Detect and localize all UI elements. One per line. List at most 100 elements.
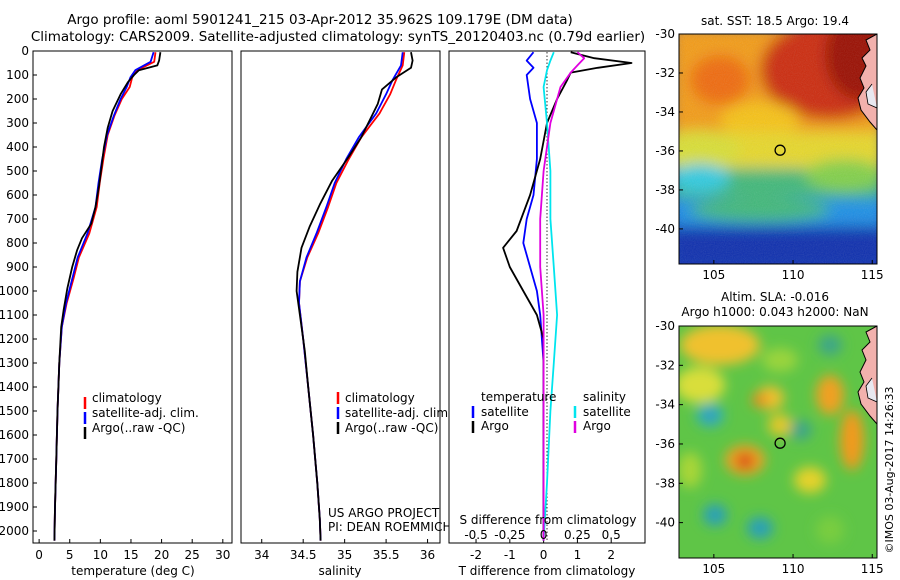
depth-tick-label: 1000 [0,284,29,298]
temperature-legend: climatology satellite-adj. clim. Argo(..… [83,391,199,439]
lat-tick-label: -40 [655,222,675,236]
argo-location-marker-sst [774,144,786,156]
series-line-s-argo [539,51,586,541]
temperature-profile-chart: 0100200300400500600700800900100011001200… [0,44,233,578]
sst-map-title: sat. SST: 18.5 Argo: 19.4 [701,14,849,28]
s-diff-tick-label: -0.25 [494,528,525,542]
x-tick-label: 34 [254,548,269,562]
sst-map: sat. SST: 18.5 Argo: 19.4 [655,14,884,282]
diff-legend-t-satellite: satellite [481,405,529,419]
s-diff-tick-label: 0 [540,528,548,542]
diff-legend-s-argo: Argo [583,419,611,433]
temperature-plot-frame [32,50,233,544]
series-line-argo-raw-qc [53,52,162,541]
salinity-legend: climatology satellite-adj. clim. Argo(..… [336,391,452,435]
depth-tick-label: 100 [6,68,29,82]
lat-tick-label: -38 [655,183,675,197]
lat-tick-label: -40 [655,516,675,530]
salinity-plot-frame [240,50,441,544]
x-tick-label: 5 [66,548,74,562]
depth-tick-label: 300 [6,116,29,130]
sla-map-title1: Altim. SLA: -0.016 [721,290,829,304]
lat-tick-label: -32 [655,66,675,80]
x-tick-label: 35.5 [373,548,400,562]
diff-legend-s-satellite: satellite [583,405,631,419]
temp-legend-satellite: satellite-adj. clim. [92,406,199,420]
x-tick-label: -2 [470,548,482,562]
figure-title-line2: Climatology: CARS2009. Satellite-adjuste… [31,29,645,45]
lat-tick-label: -38 [655,476,675,490]
lat-tick-label: -34 [655,398,675,412]
argo-location-marker-sla [774,437,786,449]
depth-tick-label: 800 [6,236,29,250]
x-tick-label: 30 [215,548,230,562]
lat-tick-label: -30 [655,319,675,333]
depth-tick-label: 500 [6,164,29,178]
t-difference-label: T difference from climatology [458,564,636,578]
lon-tick-label: 115 [861,268,884,282]
x-tick-label: 2 [607,548,615,562]
x-tick-label: 1 [574,548,582,562]
x-tick-label: 25 [185,548,200,562]
x-tick-label: 10 [93,548,108,562]
x-tick-label: 0 [540,548,548,562]
sla-map-frame [678,325,878,559]
temp-legend-climatology: climatology [92,391,162,405]
depth-tick-label: 1300 [0,356,29,370]
depth-tick-label: 1100 [0,308,29,322]
sst-map-frame [678,33,878,265]
lat-tick-label: -32 [655,358,675,372]
s-diff-tick-label: 0.5 [602,528,621,542]
lon-tick-label: 105 [702,268,725,282]
x-tick-label: 35 [337,548,352,562]
figure-title-line1: Argo profile: aoml 5901241_215 03-Apr-20… [67,12,573,28]
depth-tick-label: 200 [6,92,29,106]
lon-tick-label: 110 [782,562,805,576]
diff-legend-salinity-title: salinity [583,390,626,404]
lat-tick-label: -36 [655,437,675,451]
depth-tick-label: 1200 [0,332,29,346]
depth-tick-label: 0 [21,44,29,58]
difference-profile-chart: -2 -1 0 1 2 -0.5 -0.25 0 0.25 0.5 S difference f… [448,50,646,578]
lat-tick-label: -30 [655,27,675,41]
project-credit: US ARGO PROJECT [328,506,440,520]
diff-legend-temperature-title: temperature [481,390,556,404]
depth-tick-label: 1700 [0,452,29,466]
depth-tick-label: 2000 [0,524,29,538]
salinity-x-label: salinity [318,564,361,578]
pi-credit: PI: DEAN ROEMMICH [328,520,451,534]
difference-legend: temperature salinity satellite Argo sate… [471,390,631,433]
imos-credit: ©IMOS 03-Aug-2017 14:26:33 [883,387,896,554]
sal-legend-satellite: satellite-adj. clim. [345,406,452,420]
x-tick-label: 36 [420,548,435,562]
s-diff-tick-label: 0.25 [564,528,591,542]
x-tick-label: 20 [154,548,169,562]
depth-tick-label: 900 [6,260,29,274]
depth-tick-label: 1600 [0,428,29,442]
depth-tick-label: 400 [6,140,29,154]
depth-tick-label: 1800 [0,476,29,490]
depth-tick-label: 600 [6,188,29,202]
depth-tick-label: 1500 [0,404,29,418]
x-tick-label: 15 [123,548,138,562]
s-difference-label: S difference from climatology [460,513,637,527]
sla-map: Altim. SLA: -0.016 Argo h1000: 0.043 h20… [655,290,883,576]
series-line-s-satellite [542,51,558,541]
x-tick-label: -1 [504,548,516,562]
temp-legend-argo: Argo(..raw -QC) [92,421,185,435]
s-diff-tick-label: -0.5 [464,528,487,542]
lon-tick-label: 110 [782,268,805,282]
salinity-profile-chart: 34 34.5 35 35.5 36 salinity climatology sate… [240,50,452,578]
x-tick-label: 0 [35,548,43,562]
x-tick-label: 34.5 [290,548,317,562]
lon-tick-label: 105 [702,562,725,576]
diff-legend-t-argo: Argo [481,419,509,433]
lat-tick-label: -34 [655,105,675,119]
temperature-x-label: temperature (deg C) [71,564,194,578]
depth-tick-label: 700 [6,212,29,226]
lon-tick-label: 115 [861,562,884,576]
lat-tick-label: -36 [655,144,675,158]
series-line-argo-raw-qc [295,52,414,541]
depth-tick-label: 1900 [0,500,29,514]
